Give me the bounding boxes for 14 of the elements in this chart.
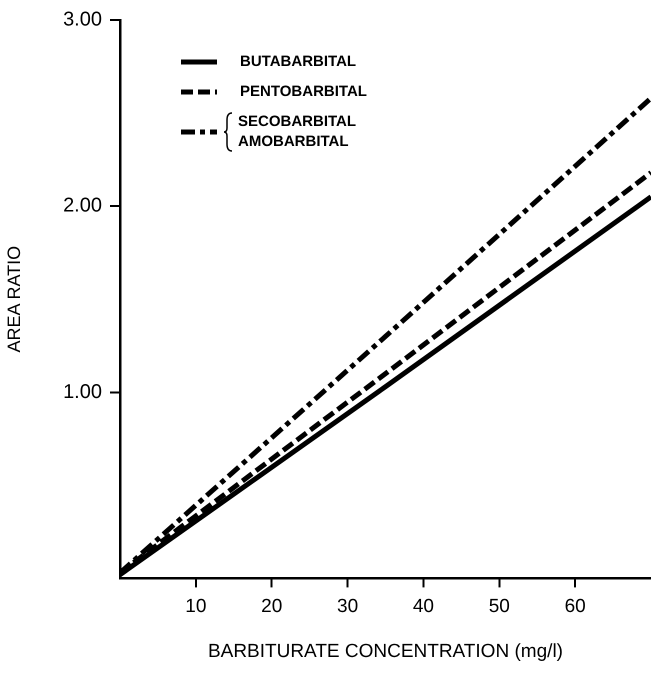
y-axis-title: AREA RATIO: [4, 246, 24, 353]
x-tick-label: 30: [337, 596, 358, 618]
x-tick-label: 10: [185, 596, 206, 618]
y-tick-label: 1.00: [63, 380, 102, 403]
legend-label: PENTOBARBITAL: [240, 82, 367, 102]
y-tick-label: 3.00: [63, 8, 102, 31]
x-tick-label: 20: [261, 596, 282, 618]
legend-label: BUTABARBITAL: [240, 52, 356, 72]
x-axis-title: BARBITURATE CONCENTRATION (mg/l): [208, 640, 564, 662]
x-tick-label: 60: [564, 596, 586, 618]
legend-label: SECOBARBITAL AMOBARBITAL: [238, 112, 356, 152]
x-tick-label: 40: [412, 596, 434, 618]
x-tick-label: 50: [488, 596, 510, 618]
y-tick-label: 2.00: [63, 194, 102, 217]
